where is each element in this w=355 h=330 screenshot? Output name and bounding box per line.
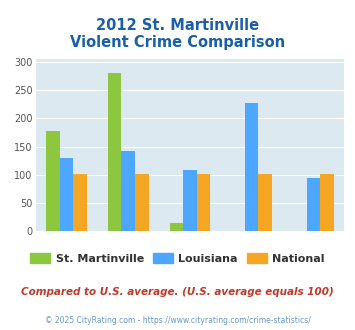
Text: 2012 St. Martinville: 2012 St. Martinville xyxy=(96,18,259,33)
Bar xyxy=(46,131,60,231)
Text: © 2025 CityRating.com - https://www.cityrating.com/crime-statistics/: © 2025 CityRating.com - https://www.city… xyxy=(45,315,310,325)
Legend: St. Martinville, Louisiana, National: St. Martinville, Louisiana, National xyxy=(26,248,329,268)
Bar xyxy=(73,174,87,231)
Text: Violent Crime Comparison: Violent Crime Comparison xyxy=(70,35,285,50)
Bar xyxy=(245,103,258,231)
Bar xyxy=(170,223,183,231)
Bar xyxy=(121,150,135,231)
Bar xyxy=(183,170,197,231)
Bar xyxy=(320,174,334,231)
Bar xyxy=(258,174,272,231)
Bar xyxy=(60,158,73,231)
Bar xyxy=(197,174,210,231)
Text: Compared to U.S. average. (U.S. average equals 100): Compared to U.S. average. (U.S. average … xyxy=(21,287,334,297)
Bar xyxy=(135,174,148,231)
Bar xyxy=(307,178,320,231)
Bar xyxy=(108,74,121,231)
